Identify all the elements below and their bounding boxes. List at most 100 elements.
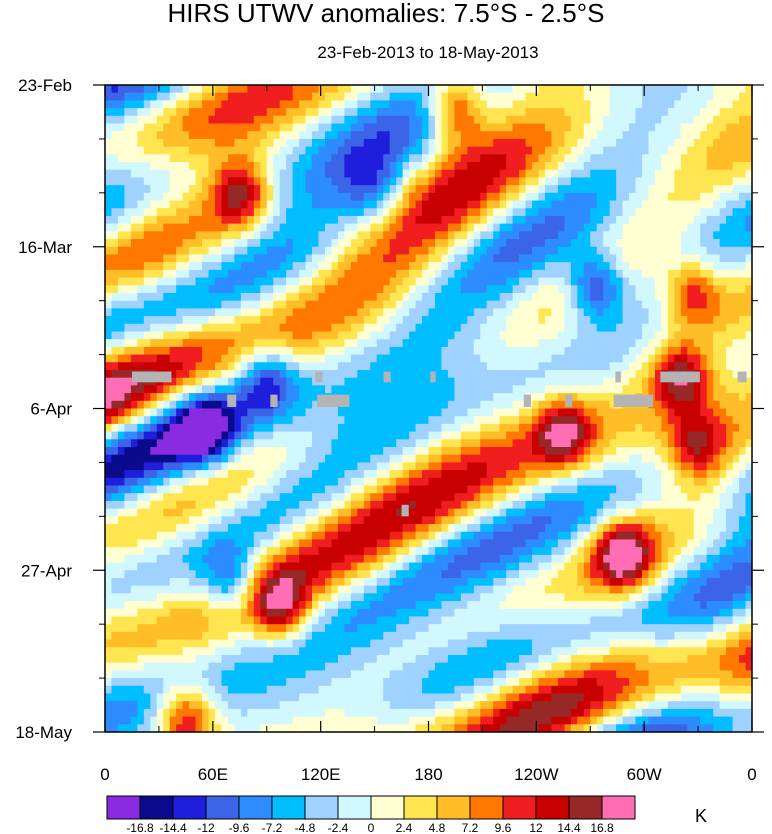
heatmap-cell	[176, 200, 184, 209]
heatmap-cell	[700, 154, 708, 163]
heatmap-cell	[519, 439, 527, 448]
heatmap-cell	[169, 408, 177, 417]
heatmap-cell	[609, 254, 617, 263]
heatmap-cell	[635, 162, 643, 171]
heatmap-cell	[603, 185, 611, 194]
heatmap-cell	[221, 85, 229, 94]
heatmap-cell	[700, 138, 708, 148]
heatmap-cell	[706, 115, 714, 125]
heatmap-cell	[667, 185, 675, 194]
heatmap-cell	[130, 185, 138, 194]
heatmap-cell	[312, 308, 320, 317]
heatmap-cell	[480, 292, 488, 302]
heatmap-cell	[415, 215, 423, 225]
heatmap-cell	[609, 439, 617, 448]
heatmap-cell	[616, 92, 624, 101]
heatmap-cell	[499, 100, 507, 109]
heatmap-cell	[389, 316, 397, 325]
heatmap-cell	[590, 200, 598, 209]
heatmap-cell	[434, 262, 443, 271]
heatmap-cell	[273, 162, 281, 171]
heatmap-cell	[409, 185, 417, 194]
heatmap-cell	[551, 246, 559, 256]
heatmap-cell	[163, 277, 171, 286]
heatmap-cell	[137, 262, 145, 271]
heatmap-cell	[247, 200, 255, 209]
heatmap-cell	[499, 162, 507, 171]
heatmap-cell	[344, 85, 352, 94]
heatmap-cell	[150, 416, 158, 425]
heatmap-cell	[467, 346, 475, 356]
heatmap-cell	[739, 200, 747, 209]
heatmap-cell	[635, 339, 643, 348]
heatmap-cell	[150, 393, 158, 402]
heatmap-cell	[667, 100, 675, 109]
heatmap-cell	[564, 462, 572, 471]
heatmap-cell	[532, 262, 540, 271]
heatmap-cell	[370, 408, 378, 417]
heatmap-cell	[383, 400, 391, 410]
heatmap-cell	[383, 454, 391, 464]
heatmap-cell	[105, 369, 113, 379]
heatmap-cell	[680, 354, 688, 363]
heatmap-cell	[609, 154, 617, 163]
heatmap-cell	[376, 323, 384, 333]
heatmap-cell	[654, 169, 663, 179]
heatmap-cell	[590, 231, 598, 240]
heatmap-cell	[674, 239, 682, 248]
heatmap-cell	[544, 377, 553, 386]
heatmap-cell	[525, 308, 533, 317]
heatmap-cell	[117, 316, 126, 325]
heatmap-cell	[292, 177, 300, 186]
heatmap-cell	[499, 462, 507, 471]
heatmap-cell	[208, 254, 216, 263]
heatmap-cell	[616, 385, 624, 394]
heatmap-cell	[473, 323, 481, 333]
heatmap-cell	[454, 377, 462, 386]
heatmap-cell	[726, 100, 734, 109]
heatmap-cell	[570, 131, 578, 140]
heatmap-cell	[616, 138, 624, 148]
heatmap-cell	[609, 400, 617, 410]
heatmap-cell	[266, 308, 274, 317]
heatmap-cell	[312, 300, 320, 309]
heatmap-cell	[182, 246, 190, 256]
heatmap-cell	[596, 323, 604, 333]
heatmap-cell	[305, 231, 313, 240]
heatmap-cell	[486, 131, 494, 140]
heatmap-cell	[590, 431, 598, 440]
heatmap-cell	[221, 331, 229, 340]
heatmap-cell	[603, 354, 611, 363]
heatmap-cell	[176, 339, 184, 348]
heatmap-cell	[415, 300, 423, 309]
heatmap-cell	[739, 300, 747, 309]
heatmap-cell	[182, 208, 190, 217]
heatmap-cell	[739, 277, 747, 286]
heatmap-cell	[480, 239, 488, 248]
heatmap-cell	[247, 246, 255, 256]
heatmap-cell	[739, 92, 747, 101]
heatmap-cell	[700, 192, 708, 202]
heatmap-cell	[706, 316, 714, 325]
heatmap-cell	[590, 408, 598, 417]
heatmap-cell	[227, 454, 235, 464]
heatmap-cell	[603, 85, 611, 94]
heatmap-cell	[525, 162, 533, 171]
heatmap-cell	[596, 408, 604, 417]
heatmap-cell	[331, 439, 339, 448]
heatmap-cell	[357, 346, 365, 356]
heatmap-cell	[713, 408, 721, 417]
heatmap-cell	[202, 362, 210, 371]
heatmap-cell	[376, 146, 384, 155]
heatmap-cell	[253, 377, 261, 386]
heatmap-cell	[680, 323, 688, 333]
heatmap-cell	[674, 346, 682, 356]
heatmap-cell	[544, 123, 553, 132]
heatmap-cell	[305, 323, 313, 333]
heatmap-cell	[629, 246, 637, 256]
heatmap-cell	[312, 416, 320, 425]
heatmap-cell	[422, 92, 430, 101]
heatmap-cell	[544, 215, 553, 225]
heatmap-cell	[176, 162, 184, 171]
heatmap-cell	[111, 300, 119, 309]
